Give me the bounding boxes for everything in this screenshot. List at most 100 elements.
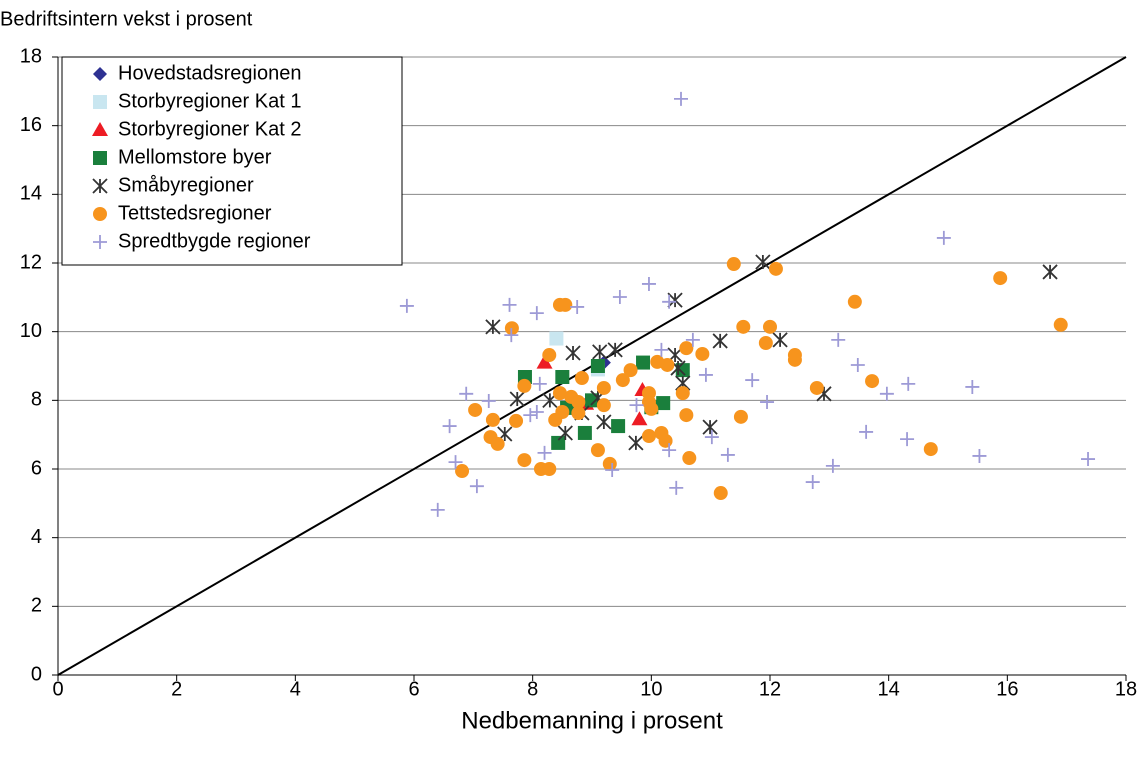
- point: [485, 319, 501, 335]
- point: [611, 419, 626, 434]
- point: [641, 429, 656, 444]
- point: [399, 298, 414, 313]
- x-tick-label: 2: [171, 678, 182, 700]
- x-tick-label: 14: [878, 678, 900, 700]
- point: [772, 332, 788, 348]
- point: [667, 292, 683, 308]
- point: [641, 276, 656, 291]
- point: [636, 355, 651, 370]
- point: [993, 271, 1008, 286]
- point: [760, 395, 775, 410]
- legend-label: Mellomstore byer: [118, 146, 272, 168]
- x-axis-label: Nedbemanning i prosent: [461, 707, 723, 734]
- point: [629, 398, 644, 413]
- y-tick-label: 0: [31, 663, 42, 685]
- point: [605, 463, 620, 478]
- legend: [61, 56, 403, 266]
- point: [571, 395, 586, 410]
- point: [644, 401, 659, 416]
- point: [658, 433, 673, 448]
- point: [549, 331, 564, 346]
- point: [459, 386, 474, 401]
- point: [805, 475, 820, 490]
- y-tick-label: 2: [31, 595, 42, 617]
- point: [490, 436, 505, 451]
- point: [702, 419, 718, 435]
- y-axis-label: Bedriftsintern vekst i prosent: [0, 8, 253, 30]
- point: [656, 396, 671, 411]
- point: [972, 448, 987, 463]
- point: [585, 393, 599, 408]
- point: [517, 453, 532, 468]
- legend-label: Storbyregioner Kat 2: [118, 118, 301, 140]
- point: [612, 289, 627, 304]
- point: [936, 230, 951, 245]
- point: [679, 408, 694, 423]
- point: [720, 447, 735, 462]
- y-tick-label: 18: [20, 45, 42, 67]
- point: [1042, 264, 1058, 280]
- point: [736, 319, 751, 334]
- point: [551, 435, 566, 450]
- point: [1053, 317, 1068, 332]
- point: [532, 376, 547, 391]
- point: [523, 408, 538, 423]
- point: [517, 378, 532, 393]
- point: [557, 425, 573, 441]
- point: [628, 435, 644, 451]
- point: [565, 345, 581, 361]
- point: [481, 394, 496, 409]
- point: [698, 367, 713, 382]
- point: [704, 430, 719, 445]
- point: [509, 413, 524, 428]
- legend-label: Småbyregioner: [118, 174, 254, 196]
- point: [631, 411, 648, 426]
- x-tick-label: 18: [1115, 678, 1137, 700]
- legend-marker: [92, 122, 108, 136]
- point: [529, 405, 544, 420]
- point: [685, 332, 700, 347]
- x-tick-label: 12: [759, 678, 781, 700]
- point: [850, 357, 865, 372]
- point: [831, 332, 846, 347]
- point: [570, 299, 585, 314]
- point: [1081, 452, 1096, 467]
- legend-marker: [93, 95, 107, 109]
- point: [509, 391, 525, 407]
- point: [669, 480, 684, 495]
- point: [847, 294, 862, 309]
- y-tick-label: 6: [31, 457, 42, 479]
- x-tick-label: 8: [527, 678, 538, 700]
- point: [615, 373, 630, 388]
- point: [555, 405, 570, 420]
- point: [726, 257, 741, 272]
- point: [825, 458, 840, 473]
- x-tick-label: 10: [640, 678, 662, 700]
- y-tick-label: 12: [20, 251, 42, 273]
- point: [695, 346, 710, 361]
- point: [733, 409, 748, 424]
- point: [469, 479, 484, 494]
- point: [679, 341, 694, 356]
- x-tick-label: 0: [52, 678, 63, 700]
- y-tick-label: 8: [31, 389, 42, 411]
- point: [577, 425, 592, 440]
- point: [713, 486, 728, 501]
- point: [879, 386, 894, 401]
- point: [596, 380, 611, 395]
- point: [900, 432, 915, 447]
- legend-label: Tettstedsregioner: [118, 202, 272, 224]
- point: [758, 335, 773, 350]
- point: [590, 443, 605, 458]
- point: [536, 354, 553, 369]
- point: [590, 359, 605, 373]
- point: [901, 376, 916, 391]
- legend-marker: [93, 207, 107, 221]
- point: [650, 354, 665, 369]
- point: [442, 419, 457, 434]
- point: [529, 306, 544, 321]
- point: [662, 443, 677, 458]
- point: [859, 424, 874, 439]
- point: [809, 380, 824, 395]
